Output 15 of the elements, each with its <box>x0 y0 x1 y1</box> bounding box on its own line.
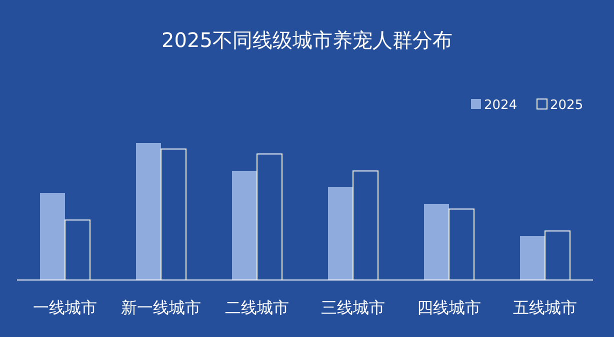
bar <box>424 204 449 280</box>
x-tick-label: 新一线城市 <box>121 298 201 317</box>
bar <box>328 186 353 280</box>
x-tick-label: 一线城市 <box>33 298 97 317</box>
x-tick-label: 五线城市 <box>513 298 577 317</box>
x-tick-label: 三线城市 <box>321 298 385 317</box>
x-tick-label: 四线城市 <box>417 298 481 317</box>
bar <box>520 236 545 280</box>
legend-label: 2024 <box>484 98 518 113</box>
bar <box>232 170 257 280</box>
bar <box>136 143 161 280</box>
chart-title: 2025不同线级城市养宠人群分布 <box>162 28 452 52</box>
legend-label: 2025 <box>550 98 584 113</box>
bar <box>40 193 65 280</box>
x-tick-label: 二线城市 <box>225 298 289 317</box>
